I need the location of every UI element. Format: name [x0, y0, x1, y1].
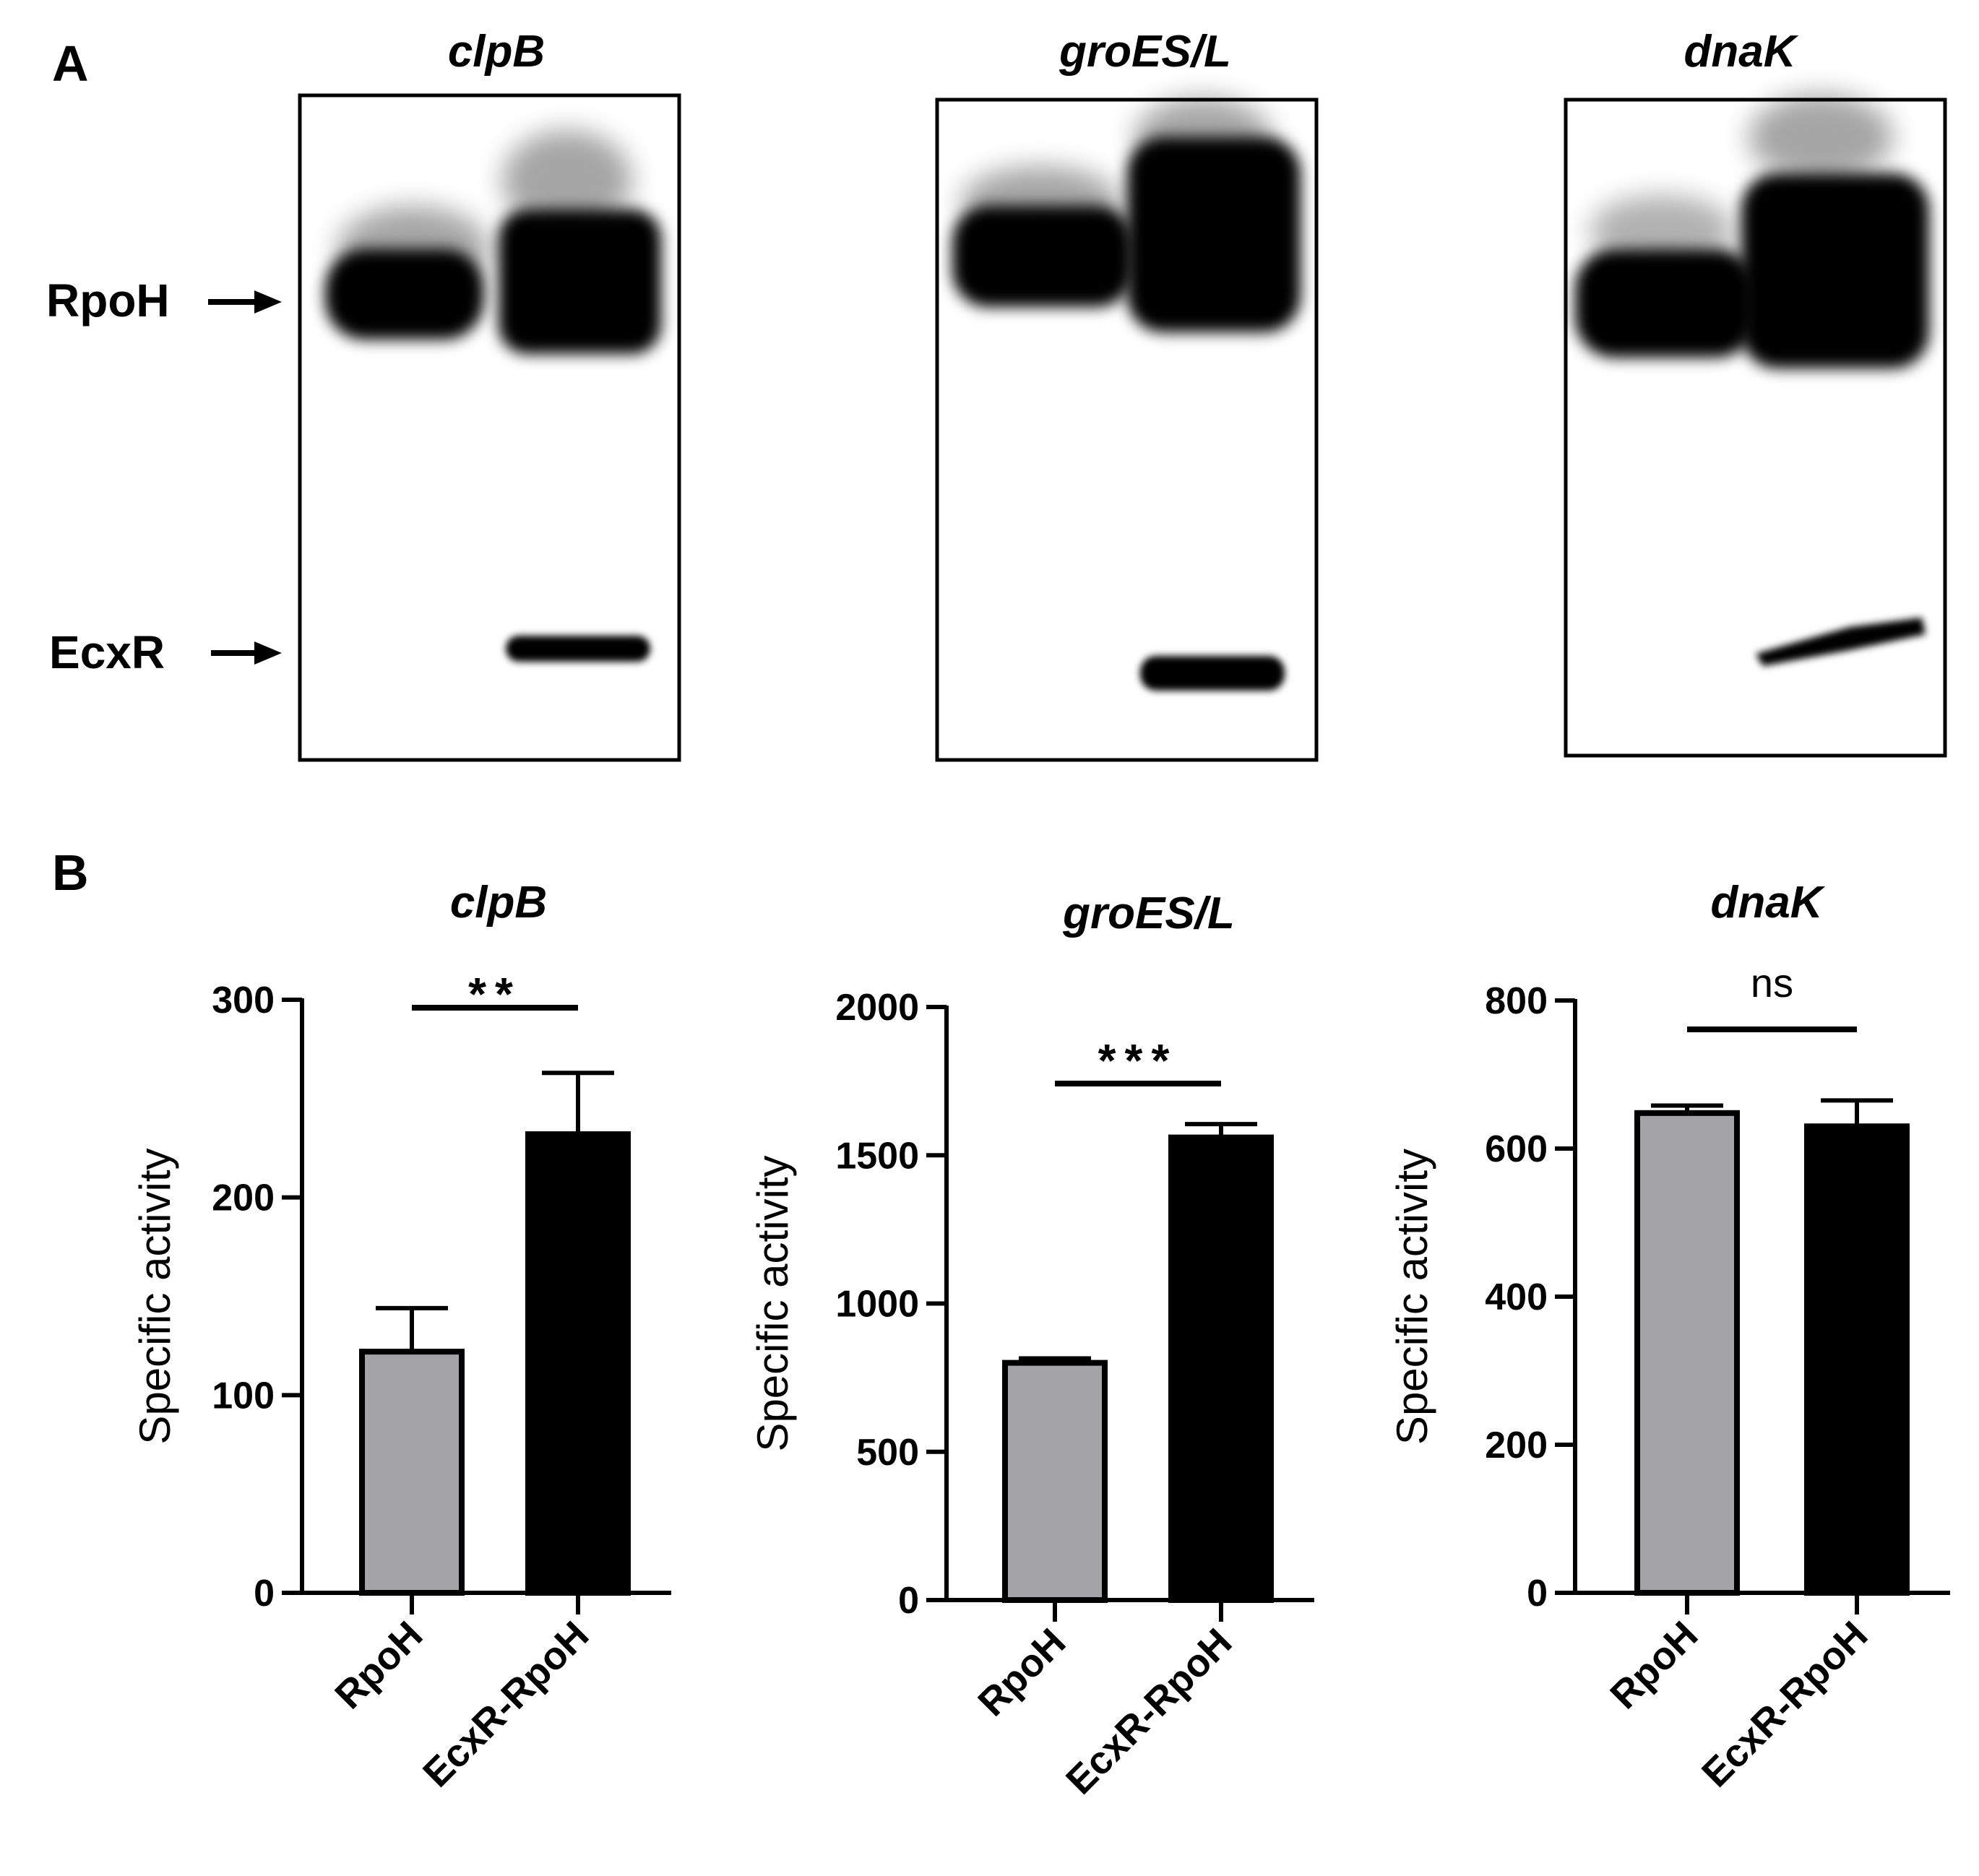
y-tick-label: 100	[212, 1375, 275, 1417]
bar-rpoh	[1002, 1360, 1108, 1603]
gel-image-clpb	[298, 93, 681, 762]
bar-rpoh	[359, 1349, 465, 1596]
bar-rpoh	[1634, 1110, 1740, 1596]
y-tick-label: 500	[856, 1432, 919, 1474]
chart-title: clpB	[450, 878, 547, 928]
panel-letter-a: A	[52, 35, 89, 92]
y-axis-label: Specific activity	[1388, 1149, 1436, 1445]
gel-title-dnak: dnaK	[1684, 27, 1799, 77]
bar-ecxr-rpoh	[1168, 1134, 1274, 1603]
chart-title: groES/L	[1062, 889, 1235, 938]
arrow-icon	[208, 290, 282, 314]
arrow-icon	[211, 641, 282, 665]
x-tick-label: EcxR-RpoH	[1058, 1620, 1240, 1802]
y-tick-label: 0	[898, 1580, 919, 1622]
y-tick-label: 200	[1485, 1425, 1548, 1466]
x-tick-label: RpoH	[970, 1620, 1074, 1724]
x-tick-label: EcxR-RpoH	[415, 1613, 597, 1795]
gel-title-clpb: clpB	[448, 27, 545, 77]
marker-label-ecxr: EcxR	[49, 626, 165, 678]
chart-title: dnaK	[1711, 878, 1826, 928]
y-tick-label: 600	[1485, 1128, 1548, 1170]
y-tick-label: 0	[1527, 1573, 1548, 1615]
gel-image-dnak	[1564, 94, 1947, 758]
panel-letter-b: B	[52, 844, 89, 901]
x-tick-label: RpoH	[327, 1613, 431, 1717]
marker-label-rpoh: RpoH	[46, 275, 170, 327]
bar-chart-2: groES/L Specific activity 0 500 1000 1500 2000…	[749, 889, 1314, 1803]
gel-title-groesl: groES/L	[1059, 27, 1231, 77]
significance-label: ***	[1098, 1034, 1178, 1086]
y-tick-label: 400	[1485, 1276, 1548, 1318]
y-axis-label: Specific activity	[131, 1148, 179, 1444]
y-axis-label: Specific activity	[749, 1155, 797, 1451]
y-tick-label: 200	[212, 1177, 275, 1219]
bar-chart-1: clpB Specific activity 0 100 200 300 RpoHEcxR-…	[131, 878, 671, 1796]
x-tick-label: EcxR-RpoH	[1694, 1613, 1876, 1795]
y-tick-label: 800	[1485, 980, 1548, 1022]
bar-ecxr-rpoh	[1804, 1123, 1910, 1596]
bar-chart-3: dnaK Specific activity 0 200 400 600 800 RpoHEc…	[1388, 878, 1950, 1796]
x-tick-label: RpoH	[1602, 1613, 1706, 1717]
y-tick-label: 0	[254, 1573, 275, 1615]
significance-label: ns	[1751, 960, 1793, 1006]
significance-label: **	[468, 968, 522, 1020]
y-tick-label: 1500	[835, 1135, 919, 1177]
gel-image-groesl	[935, 98, 1319, 762]
y-tick-label: 1000	[835, 1284, 919, 1326]
y-tick-label: 2000	[835, 987, 919, 1029]
y-tick-label: 300	[212, 980, 275, 1021]
bar-ecxr-rpoh	[525, 1131, 631, 1596]
